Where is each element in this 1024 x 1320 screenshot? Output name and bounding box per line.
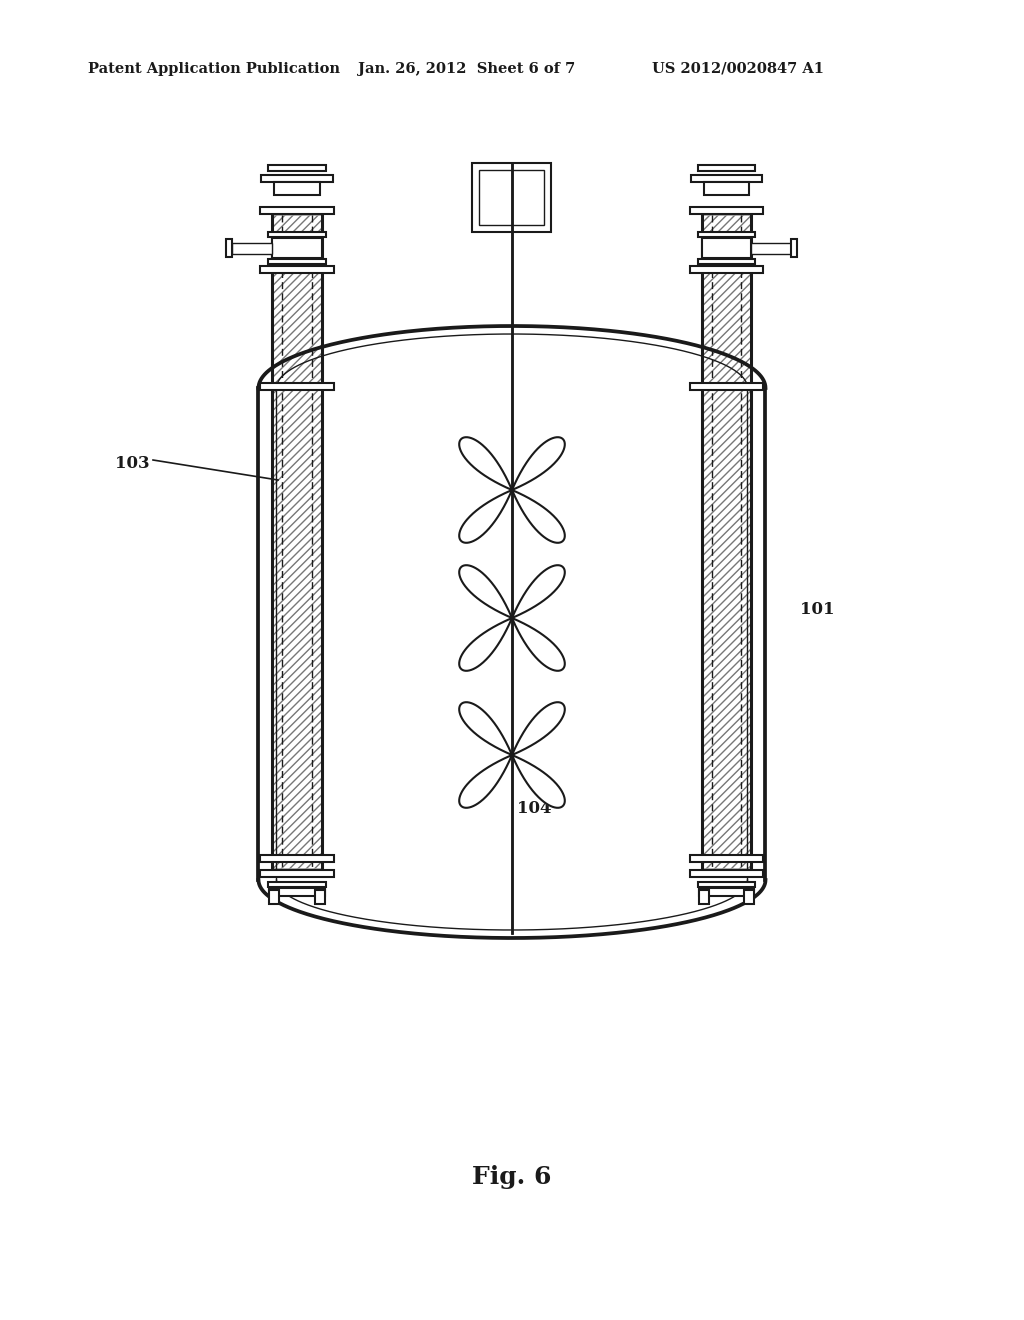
Bar bbox=[274, 182, 319, 195]
Bar bbox=[226, 239, 232, 257]
Bar bbox=[268, 259, 326, 264]
Bar bbox=[260, 267, 334, 273]
Bar bbox=[472, 162, 551, 232]
Bar bbox=[268, 165, 326, 172]
Text: 101: 101 bbox=[800, 602, 835, 619]
Polygon shape bbox=[512, 702, 565, 755]
Bar bbox=[260, 870, 334, 876]
Bar bbox=[690, 267, 763, 273]
Bar bbox=[269, 890, 279, 904]
Bar bbox=[260, 383, 334, 389]
Bar bbox=[744, 890, 754, 904]
Bar bbox=[691, 176, 762, 182]
Bar bbox=[702, 238, 751, 257]
Text: Patent Application Publication: Patent Application Publication bbox=[88, 62, 340, 77]
Bar bbox=[705, 182, 749, 195]
Polygon shape bbox=[459, 490, 512, 543]
Bar bbox=[268, 882, 326, 887]
Polygon shape bbox=[512, 490, 565, 543]
Text: 103: 103 bbox=[115, 455, 150, 473]
Text: Jan. 26, 2012  Sheet 6 of 7: Jan. 26, 2012 Sheet 6 of 7 bbox=[358, 62, 575, 77]
Bar bbox=[751, 243, 791, 253]
Bar bbox=[698, 232, 755, 238]
Bar bbox=[260, 855, 334, 862]
Text: 104: 104 bbox=[517, 800, 552, 817]
Bar bbox=[698, 882, 755, 887]
Bar bbox=[698, 259, 755, 264]
Text: Fig. 6: Fig. 6 bbox=[472, 1166, 552, 1189]
Polygon shape bbox=[459, 755, 512, 808]
Polygon shape bbox=[512, 437, 565, 490]
Polygon shape bbox=[702, 215, 751, 869]
Polygon shape bbox=[459, 702, 512, 755]
Polygon shape bbox=[459, 565, 512, 618]
Polygon shape bbox=[512, 565, 565, 618]
Bar bbox=[690, 870, 763, 876]
Bar bbox=[791, 239, 797, 257]
Polygon shape bbox=[272, 215, 322, 869]
Bar bbox=[479, 170, 544, 224]
Polygon shape bbox=[459, 437, 512, 490]
Bar bbox=[269, 888, 325, 896]
Bar bbox=[272, 238, 322, 257]
Polygon shape bbox=[512, 618, 565, 671]
Polygon shape bbox=[459, 618, 512, 671]
Bar bbox=[699, 888, 754, 896]
Bar bbox=[232, 243, 272, 253]
Bar bbox=[315, 890, 325, 904]
Bar bbox=[268, 232, 326, 238]
Bar bbox=[699, 890, 709, 904]
Bar bbox=[690, 383, 763, 389]
Bar bbox=[698, 165, 755, 172]
Polygon shape bbox=[512, 755, 565, 808]
Text: US 2012/0020847 A1: US 2012/0020847 A1 bbox=[652, 62, 824, 77]
Bar bbox=[261, 176, 333, 182]
Bar bbox=[690, 855, 763, 862]
Bar bbox=[260, 207, 334, 214]
Bar bbox=[690, 207, 763, 214]
